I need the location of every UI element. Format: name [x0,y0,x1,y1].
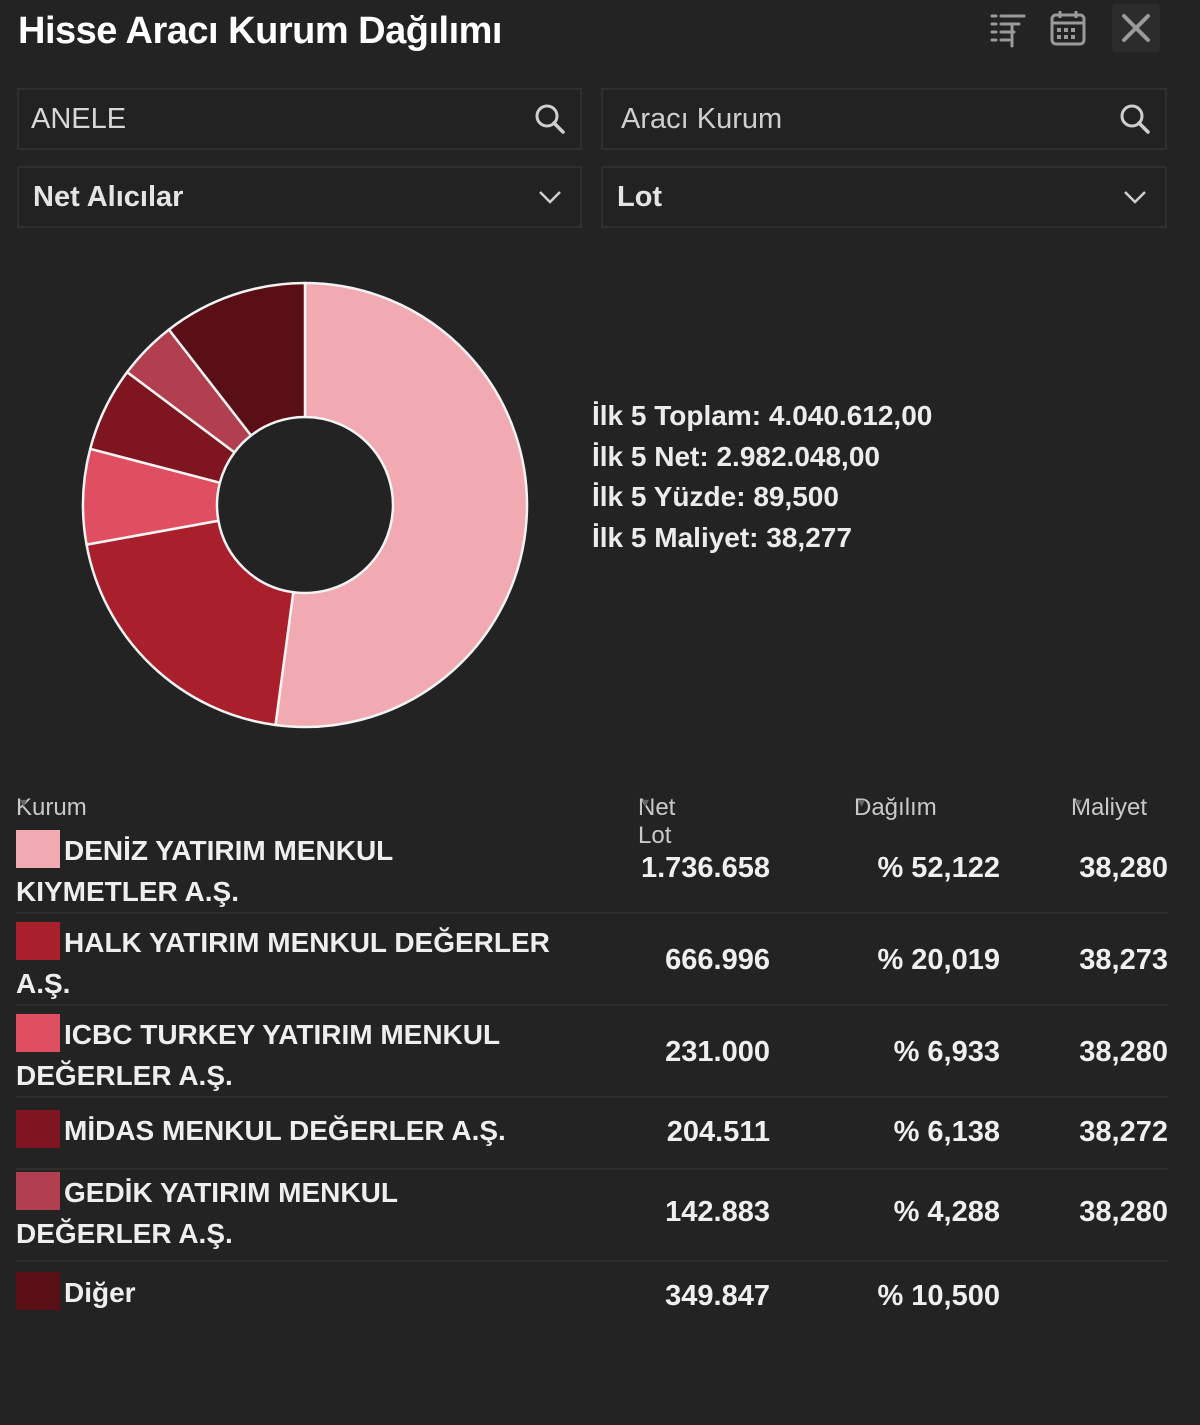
side-select[interactable]: Net Alıcılar [17,166,582,228]
chevron-down-icon [1105,168,1165,226]
donut-slice[interactable] [274,281,529,729]
color-swatch [16,1172,60,1210]
distribution-value: % 6,138 [893,1116,1000,1148]
calendar-icon[interactable] [1044,4,1092,52]
table-header: Kurum ▾ Net Lot ▾ Dağılım ▾ Maliyet ▾ [16,794,1148,849]
close-icon[interactable] [1112,4,1160,52]
cost-value: 38,280 [1079,1036,1168,1068]
broker-search-input[interactable] [603,101,1105,137]
table-row[interactable]: DENİZ YATIRIM MENKUL KIYMETLER A.Ş. 1.736… [16,822,1168,914]
cost-value: 38,280 [1079,852,1168,884]
distribution-value: % 6,933 [893,1036,1000,1068]
unit-select-value: Lot [617,180,663,213]
top5-cost: İlk 5 Maliyet: 38,277 [592,521,852,553]
cost-value: 38,272 [1079,1116,1168,1148]
filter-list-icon[interactable] [984,4,1032,52]
side-select-value: Net Alıcılar [33,180,184,213]
color-swatch [16,1014,60,1052]
color-swatch [16,1110,60,1148]
stock-search-input[interactable] [19,101,520,137]
net-lot-value: 1.736.658 [640,852,770,884]
cost-value: 38,280 [1079,1196,1168,1228]
search-icon[interactable] [520,90,580,148]
net-lot-value: 204.511 [666,1116,770,1148]
distribution-value: % 20,019 [877,944,1000,976]
table-row[interactable]: HALK YATIRIM MENKUL DEĞERLER A.Ş. 666.996… [16,914,1168,1006]
distribution-value: % 10,500 [877,1280,1000,1312]
table-row[interactable]: GEDİK YATIRIM MENKUL DEĞERLER A.Ş. 142.88… [16,1170,1168,1262]
net-lot-value: 231.000 [665,1036,770,1068]
net-lot-value: 349.847 [665,1280,770,1312]
top5-net: İlk 5 Net: 2.982.048,00 [592,440,880,472]
color-swatch [16,922,60,960]
color-swatch [16,830,60,868]
table-row[interactable]: Diğer 349.847 % 10,500 [16,1262,1168,1334]
color-swatch [16,1272,60,1310]
unit-select[interactable]: Lot [601,166,1167,228]
top5-total: İlk 5 Toplam: 4.040.612,00 [592,400,933,431]
net-lot-value: 142.883 [665,1196,770,1228]
top5-summary: İlk 5 Toplam: 4.040.612,00 İlk 5 Net: 2.… [592,396,932,558]
distribution-value: % 52,122 [877,852,1000,884]
cost-value: 38,273 [1079,944,1168,976]
chevron-down-icon [520,168,580,226]
search-icon[interactable] [1105,90,1165,148]
stock-search-field [17,88,582,150]
table-row[interactable]: MİDAS MENKUL DEĞERLER A.Ş. 204.511 % 6,1… [16,1098,1168,1170]
table-row[interactable]: ICBC TURKEY YATIRIM MENKUL DEĞERLER A.Ş. … [16,1006,1168,1098]
broker-search-field [601,88,1167,150]
distribution-value: % 4,288 [893,1196,1000,1228]
panel-title: Hisse Aracı Kurum Dağılımı [18,10,502,52]
donut-slice[interactable] [85,519,295,727]
top5-percent: İlk 5 Yüzde: 89,500 [592,481,839,512]
net-lot-value: 666.996 [665,944,770,976]
broker-donut-chart [81,281,529,729]
donut-slice[interactable] [167,281,307,437]
